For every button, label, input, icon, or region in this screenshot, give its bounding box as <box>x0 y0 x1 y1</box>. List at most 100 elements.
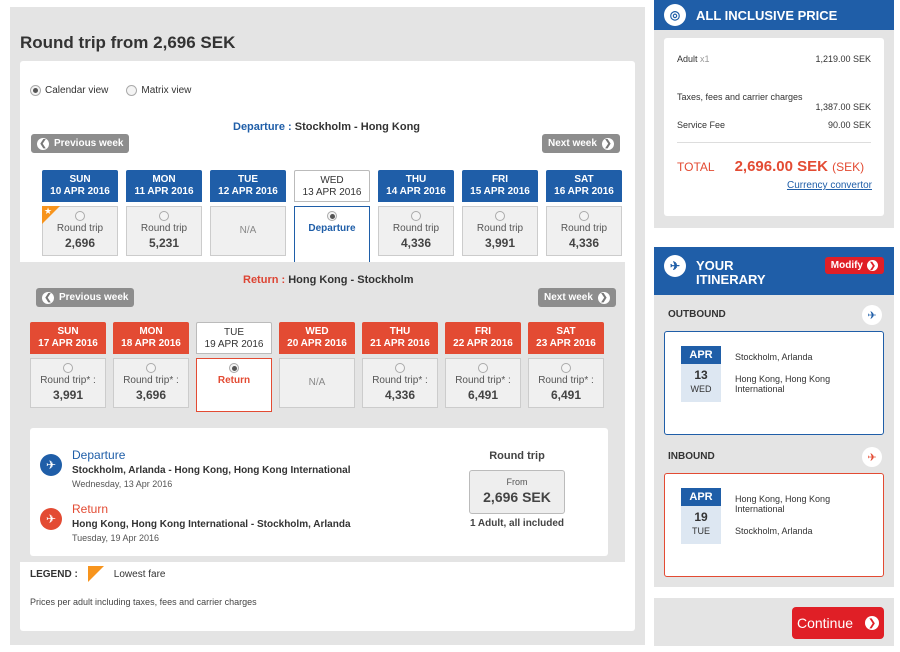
return-fare-cell[interactable]: Return <box>196 358 272 412</box>
return-fare-radio[interactable] <box>229 363 239 373</box>
calendar-view-label: Calendar view <box>45 85 109 96</box>
departure-fare-price: 3,991 <box>484 236 516 250</box>
plane-landing-icon: ✈ <box>40 508 62 530</box>
return-day-dow: SAT <box>556 326 576 337</box>
return-day-mon[interactable]: MON 18 APR 2016 Round trip* : 3,696 <box>113 322 189 408</box>
itinerary-title-2: ITINERARY <box>696 272 766 287</box>
passengers-included: 1 Adult, all included <box>469 518 565 529</box>
return-day-wed[interactable]: WED 20 APR 2016 N/A <box>279 322 355 408</box>
star-icon: ★ <box>44 206 53 216</box>
continue-button[interactable]: Continue ❯ <box>792 607 884 639</box>
return-fare-radio[interactable] <box>395 363 405 373</box>
from-label: From <box>506 477 528 487</box>
inbound-to: Stockholm, Arlanda <box>735 526 813 536</box>
departure-fare-cell[interactable]: Round trip 4,336 <box>378 206 454 256</box>
departure-fare-cell[interactable]: ★ Round trip 2,696 <box>42 206 118 256</box>
plane-landing-icon: ✈ <box>862 447 882 467</box>
return-day-thu[interactable]: THU 21 APR 2016 Round trip* : 4,336 <box>362 322 438 408</box>
departure-fare-type: N/A <box>239 225 257 236</box>
return-day-dow: THU <box>389 326 411 337</box>
return-day-sat[interactable]: SAT 23 APR 2016 Round trip* : 6,491 <box>528 322 604 408</box>
chevron-left-icon: ❮ <box>42 291 54 304</box>
return-fare-cell[interactable]: Round trip* : 3,991 <box>30 358 106 408</box>
divider <box>677 142 871 143</box>
departure-fare-radio[interactable] <box>495 211 505 221</box>
round-trip-price: Round trip From 2,696 SEK 1 Adult, all i… <box>462 450 572 529</box>
departure-fare-radio[interactable] <box>411 211 421 221</box>
return-fare-radio[interactable] <box>478 363 488 373</box>
departure-day-dow: TUE <box>238 174 258 185</box>
legend-lowest-fare: Lowest fare <box>113 568 166 580</box>
return-fare-radio[interactable] <box>561 363 571 373</box>
summary-departure: ✈ Departure Stockholm, Arlanda - Hong Ko… <box>40 448 351 489</box>
taxes-label: Taxes, fees and carrier charges <box>677 92 803 102</box>
calendar-view-radio[interactable] <box>30 85 41 96</box>
departure-day-thu[interactable]: THU 14 APR 2016 Round trip 4,336 <box>378 170 454 256</box>
departure-day-tue[interactable]: TUE 12 APR 2016 N/A <box>210 170 286 256</box>
departure-fare-cell[interactable]: Round trip 3,991 <box>462 206 538 256</box>
outbound-card: APR 13 WED Stockholm, Arlanda Hong Kong, … <box>664 331 884 435</box>
departure-fare-radio[interactable] <box>159 211 169 221</box>
return-fare-cell[interactable]: Round trip* : 3,696 <box>113 358 189 408</box>
departure-fare-cell[interactable]: Round trip 4,336 <box>546 206 622 256</box>
return-day-date: 17 APR 2016 <box>38 338 98 349</box>
inbound-card: APR 19 TUE Hong Kong, Hong Kong Internati… <box>664 473 884 577</box>
departure-fare-radio[interactable] <box>75 211 85 221</box>
departure-day-date: 14 APR 2016 <box>386 186 446 197</box>
adult-value: 1,219.00 SEK <box>815 54 871 64</box>
chevron-left-icon: ❮ <box>37 137 49 150</box>
return-fare-price: 3,991 <box>52 388 84 402</box>
departure-previous-week-button[interactable]: ❮ Previous week <box>31 134 130 153</box>
departure-day-sat[interactable]: SAT 16 APR 2016 Round trip 4,336 <box>546 170 622 256</box>
currency-convertor-link[interactable]: Currency convertor <box>786 180 872 191</box>
return-fare-radio[interactable] <box>63 363 73 373</box>
departure-fare-radio[interactable] <box>579 211 589 221</box>
itinerary-title-1: YOUR <box>696 258 734 273</box>
return-previous-week-button[interactable]: ❮ Previous week <box>36 288 135 307</box>
return-day-date: 23 APR 2016 <box>536 338 596 349</box>
inbound-dow: TUE <box>692 526 710 536</box>
return-day-tue[interactable]: TUE 19 APR 2016 Return <box>196 322 272 412</box>
price-note: Prices per adult including taxes, fees a… <box>30 597 257 607</box>
departure-day-header: MON 11 APR 2016 <box>126 170 202 202</box>
departure-day-mon[interactable]: MON 11 APR 2016 Round trip 5,231 <box>126 170 202 256</box>
modify-button[interactable]: Modify ❯ <box>824 257 884 274</box>
departure-day-date: 11 APR 2016 <box>134 186 194 197</box>
price-breakdown: Adult x1 1,219.00 SEK Taxes, fees and ca… <box>664 38 884 216</box>
departure-fare-price: 4,336 <box>400 236 432 250</box>
matrix-view-radio[interactable] <box>126 85 138 96</box>
departure-fare-type: Round trip <box>560 223 608 234</box>
summary-return-title: Return <box>72 502 109 516</box>
return-fare-cell[interactable]: Round trip* : 6,491 <box>445 358 521 408</box>
departure-next-week-button[interactable]: Next week ❯ <box>542 134 620 153</box>
departure-day-fri[interactable]: FRI 15 APR 2016 Round trip 3,991 <box>462 170 538 256</box>
price-tag-icon: ◎ <box>664 4 686 26</box>
departure-day-dow: THU <box>405 174 427 185</box>
return-fare-radio[interactable] <box>146 363 156 373</box>
total-row: TOTAL 2,696.00 SEK (SEK) <box>677 158 864 175</box>
inbound-date-tile: APR 19 TUE <box>681 488 721 544</box>
departure-fare-cell[interactable]: Departure <box>294 206 370 264</box>
trip-summary: ✈ Departure Stockholm, Arlanda - Hong Ko… <box>30 428 608 556</box>
outbound-label: OUTBOUND <box>668 309 726 320</box>
return-next-week-button[interactable]: Next week ❯ <box>538 288 616 307</box>
inbound-month: APR <box>681 488 721 506</box>
return-fare-cell[interactable]: Round trip* : 4,336 <box>362 358 438 408</box>
matrix-view-option[interactable]: Matrix view <box>126 85 191 96</box>
fee-value: 90.00 SEK <box>827 120 871 130</box>
return-day-date: 18 APR 2016 <box>121 338 181 349</box>
total-label: TOTAL <box>677 160 715 174</box>
departure-day-sun[interactable]: SUN 10 APR 2016 ★ Round trip 2,696 <box>42 170 118 256</box>
return-fare-cell[interactable]: Round trip* : 6,491 <box>528 358 604 408</box>
calendar-view-option[interactable]: Calendar view <box>30 85 108 96</box>
return-day-fri[interactable]: FRI 22 APR 2016 Round trip* : 6,491 <box>445 322 521 408</box>
departure-day-wed[interactable]: WED 13 APR 2016 Departure <box>294 170 370 264</box>
departure-fare-cell[interactable]: Round trip 5,231 <box>126 206 202 256</box>
departure-fare-type: Round trip <box>140 223 188 234</box>
return-day-sun[interactable]: SUN 17 APR 2016 Round trip* : 3,991 <box>30 322 106 408</box>
return-day-header: FRI 22 APR 2016 <box>445 322 521 354</box>
return-day-date: 19 APR 2016 <box>204 339 264 350</box>
departure-day-dow: SUN <box>69 174 91 185</box>
round-trip-label: Round trip <box>489 450 545 462</box>
departure-fare-radio[interactable] <box>327 211 337 221</box>
